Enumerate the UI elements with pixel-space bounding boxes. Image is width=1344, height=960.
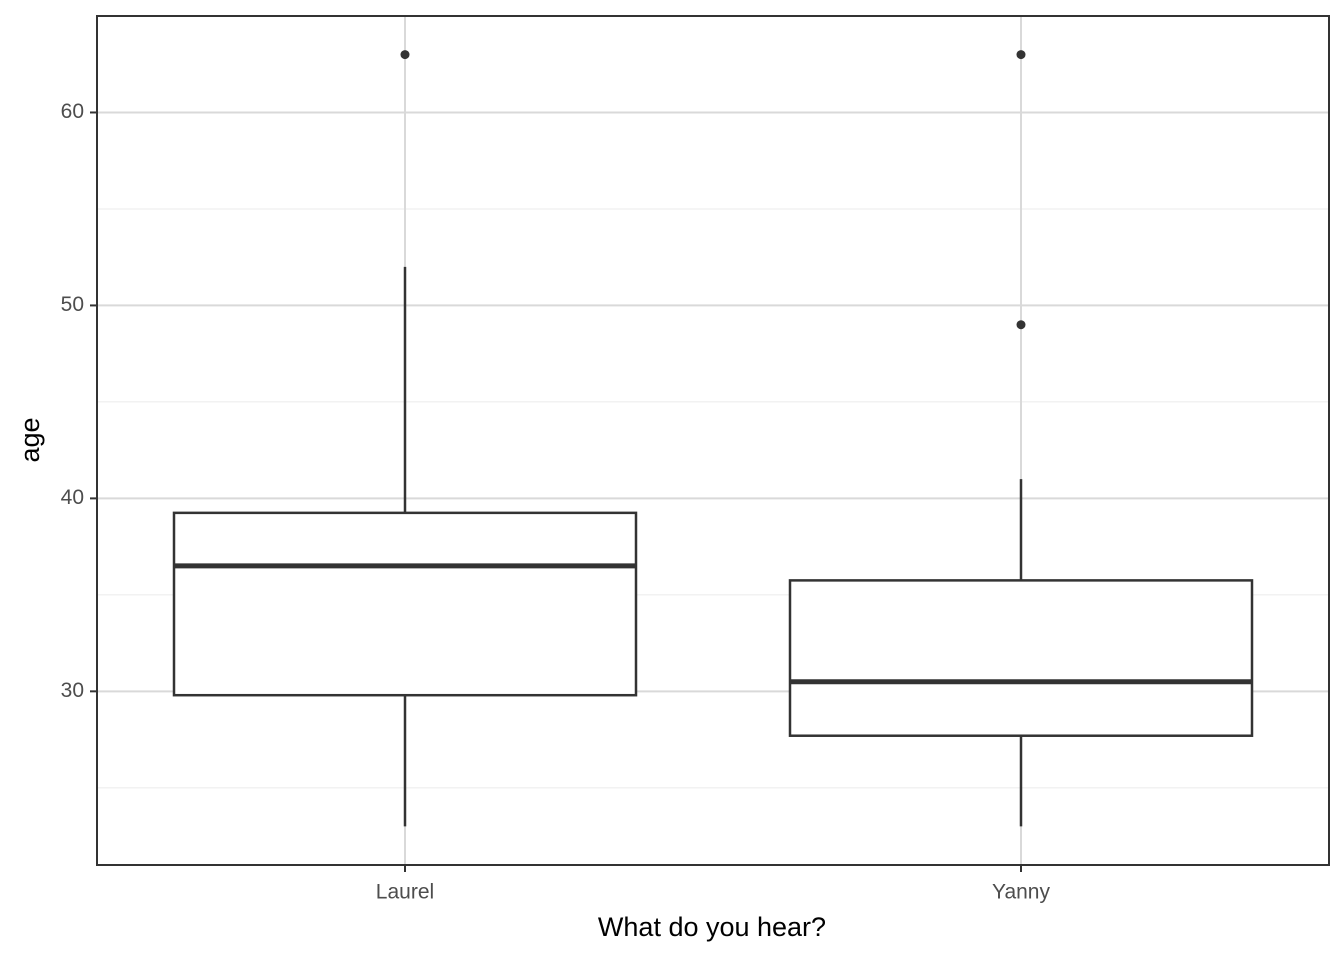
y-tick-label: 40 (61, 486, 84, 509)
panel-background (97, 16, 1329, 865)
box (788, 579, 1254, 737)
outlier (1016, 320, 1026, 330)
y-tick-label: 50 (61, 293, 84, 316)
box (172, 511, 638, 697)
y-axis-title: age (15, 417, 45, 462)
x-tick-label: Laurel (376, 881, 434, 904)
y-tick-label: 60 (61, 100, 84, 123)
x-axis-title: What do you hear? (598, 912, 826, 942)
panel-border (96, 15, 1330, 866)
outlier (400, 50, 410, 60)
outlier (1016, 50, 1026, 60)
x-tick-label: Yanny (992, 881, 1050, 904)
y-tick-label: 30 (61, 679, 84, 702)
